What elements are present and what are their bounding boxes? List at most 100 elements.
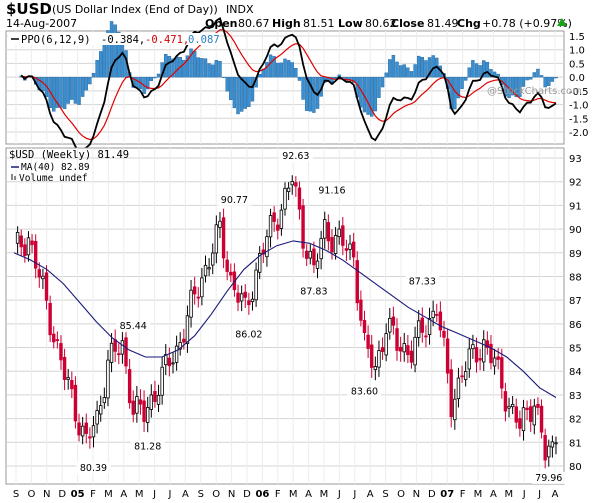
candle [30,234,34,254]
x-tick-label: M [104,489,113,500]
candle-body [294,182,298,187]
candle-body [70,380,74,390]
x-tick-label: S [13,489,19,500]
candle [442,320,446,347]
ppo-hist-bar [66,76,70,104]
annotation-bg [278,149,313,162]
candle-body [391,316,396,326]
ppo-hist-bar [189,48,193,78]
candle [413,326,417,373]
ppo-hist-bar [521,76,526,87]
price-tick-label: 83 [569,391,582,402]
candle [402,332,406,362]
candle [138,389,143,415]
high-value: 81.51 [303,17,335,30]
candle [409,340,414,369]
annotation-bg [347,385,382,398]
candle-body [33,240,38,269]
candle [456,367,461,408]
ppo-hist-bar [102,44,107,78]
candle [207,258,211,277]
candle-body [315,260,320,269]
candle-body [503,391,508,412]
ppo-hist-bar [543,76,547,88]
price-annotations: 80.39 85.44 81.28 90.77 86.02 92.63 87.83 91.16… [76,149,566,484]
annotation: 81.28 [130,440,165,453]
candle [416,310,421,347]
close-label: Close [391,17,424,30]
chart-header: $USD (US Dollar Index (End of Day)) INDX… [6,0,572,30]
candle [106,349,110,407]
candle-body [297,187,302,210]
candle [304,244,309,267]
candle [48,295,52,343]
ppo-hist-bar [135,76,139,88]
candle-body [330,237,334,253]
candle [127,358,132,409]
candle-body [138,399,143,405]
candle [315,253,320,279]
x-tick-label: D [58,489,66,500]
candle [471,334,475,359]
candle [192,276,197,305]
candle-body [449,369,453,418]
annotation: 85.44 [116,320,151,333]
ppo-value: -0.384, [101,34,145,46]
ppo-hist-bar [550,76,555,82]
candle [503,382,508,422]
candle [507,397,511,418]
candle [200,268,204,306]
candle-body [149,394,154,410]
candle-body [406,345,410,356]
x-tick-label: F [90,489,96,500]
candle-body [424,335,428,338]
ppo-hist-bar [453,76,457,110]
candle-body [359,299,363,321]
candle-body [507,405,511,409]
x-tick-label: O [212,489,220,500]
candle [377,340,381,377]
candle-body [370,344,374,368]
candle-body [37,269,41,278]
annotation-label: 87.83 [300,286,327,297]
candle [149,384,154,418]
candle-body [550,441,555,448]
price-tick-label: 89 [569,249,582,260]
ppo-hist-bar [80,76,85,97]
candle-body [189,289,193,318]
x-tick-label: A [367,489,374,500]
candle-body [77,422,81,436]
candle-body [30,240,34,246]
candle-body [44,272,49,301]
candle [189,280,193,328]
ppo-hist-bar [539,75,544,78]
candle [370,335,374,378]
x-tick-label: N [228,489,235,500]
ppo-hist-bar [416,55,421,78]
candle-body [312,248,316,266]
candle [547,439,551,467]
x-tick-label: J [168,489,172,500]
candle [359,290,363,327]
ppo-hist-bar [547,76,551,86]
candle [33,234,38,279]
ppo-hist-bar [153,76,157,79]
price-tick-label: 85 [569,344,582,355]
ppo-hist-bar [373,76,378,112]
candle [203,255,208,283]
candle-body [207,267,211,270]
candle-body [131,400,135,415]
exchange: INDX [226,3,254,16]
candle-body [135,396,139,414]
candle-body [474,347,479,363]
ppo-hist-bar [88,76,92,85]
candle-body [167,357,172,367]
candle-body [463,371,468,380]
ppo-hist-bar [279,62,284,78]
candle [286,182,291,201]
candle [373,356,378,381]
candle [333,227,338,260]
ppo-hist-bar [525,76,529,81]
candles [15,175,558,469]
candle [117,343,121,365]
